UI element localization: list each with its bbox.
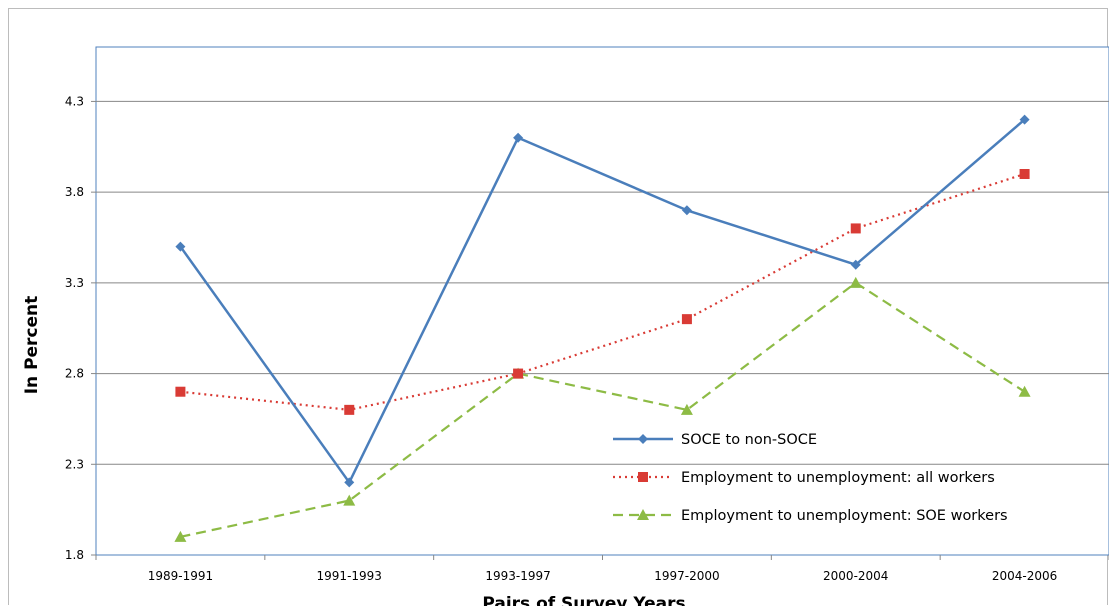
legend-label: Employment to unemployment: all workers [681, 470, 995, 486]
x-tick-label: 1989-1991 [148, 569, 213, 583]
series-2 [175, 169, 1030, 415]
y-axis-label: In Percent [22, 296, 42, 395]
data-point [1018, 385, 1031, 397]
legend-marker [637, 509, 649, 520]
legend-label: Employment to unemployment: SOE workers [681, 508, 1008, 524]
series-line [179, 118, 1026, 484]
x-tick-labels: 1989-1991 1991-1993 1993-1997 1997-2000 2000… [148, 569, 1058, 583]
data-point [849, 276, 862, 288]
y-tick-label: 3.3 [65, 276, 84, 290]
data-point [513, 132, 524, 143]
data-point [175, 386, 186, 397]
series-3 [174, 276, 1031, 542]
series-1 [175, 114, 1030, 488]
data-point [1019, 169, 1030, 179]
data-point [850, 223, 861, 234]
series-line [180, 281, 1026, 538]
y-tick-label: 4.3 [65, 94, 84, 108]
data-point [681, 205, 692, 216]
y-tick-label: 3.8 [65, 185, 84, 199]
legend-item: Employment to unemployment: SOE workers [613, 508, 1008, 524]
y-tick-label: 2.8 [65, 367, 84, 381]
data-point [850, 259, 861, 270]
plot-area [95, 46, 1110, 556]
data-point [343, 494, 356, 506]
data-point [680, 403, 693, 415]
x-tick-label: 2000-2004 [823, 569, 888, 583]
data-point [1019, 114, 1030, 125]
legend: SOCE to non-SOCE Employment to unemployme… [613, 432, 1008, 524]
legend-item: Employment to unemployment: all workers [613, 470, 995, 486]
y-tick-label: 2.3 [65, 457, 84, 471]
data-point [513, 368, 524, 379]
x-tick-label: 1991-1993 [317, 569, 382, 583]
x-tick-label: 1997-2000 [654, 569, 719, 583]
data-point [344, 477, 355, 488]
line-chart: 1.8 2.3 2.8 3.3 3.8 4.3 1989-1991 1991-1993 199… [22, 46, 1110, 611]
chart-frame: 1.8 2.3 2.8 3.3 3.8 4.3 1989-1991 1991-1993 199… [8, 8, 1110, 611]
x-tick-label: 2004-2006 [992, 569, 1057, 583]
legend-label: SOCE to non-SOCE [681, 432, 817, 448]
legend-marker [638, 472, 648, 482]
y-tick-labels: 1.8 2.3 2.8 3.3 3.8 4.3 [65, 94, 84, 562]
x-tick-label: 1993-1997 [485, 569, 550, 583]
series-lines [174, 114, 1031, 542]
legend-item: SOCE to non-SOCE [613, 432, 817, 448]
data-point [174, 530, 187, 542]
legend-marker [638, 434, 648, 444]
x-axis-label: Pairs of Survey Years [482, 594, 685, 606]
y-tick-label: 1.8 [65, 548, 84, 562]
data-point [175, 241, 186, 252]
data-point [681, 314, 692, 325]
data-point [344, 404, 355, 415]
